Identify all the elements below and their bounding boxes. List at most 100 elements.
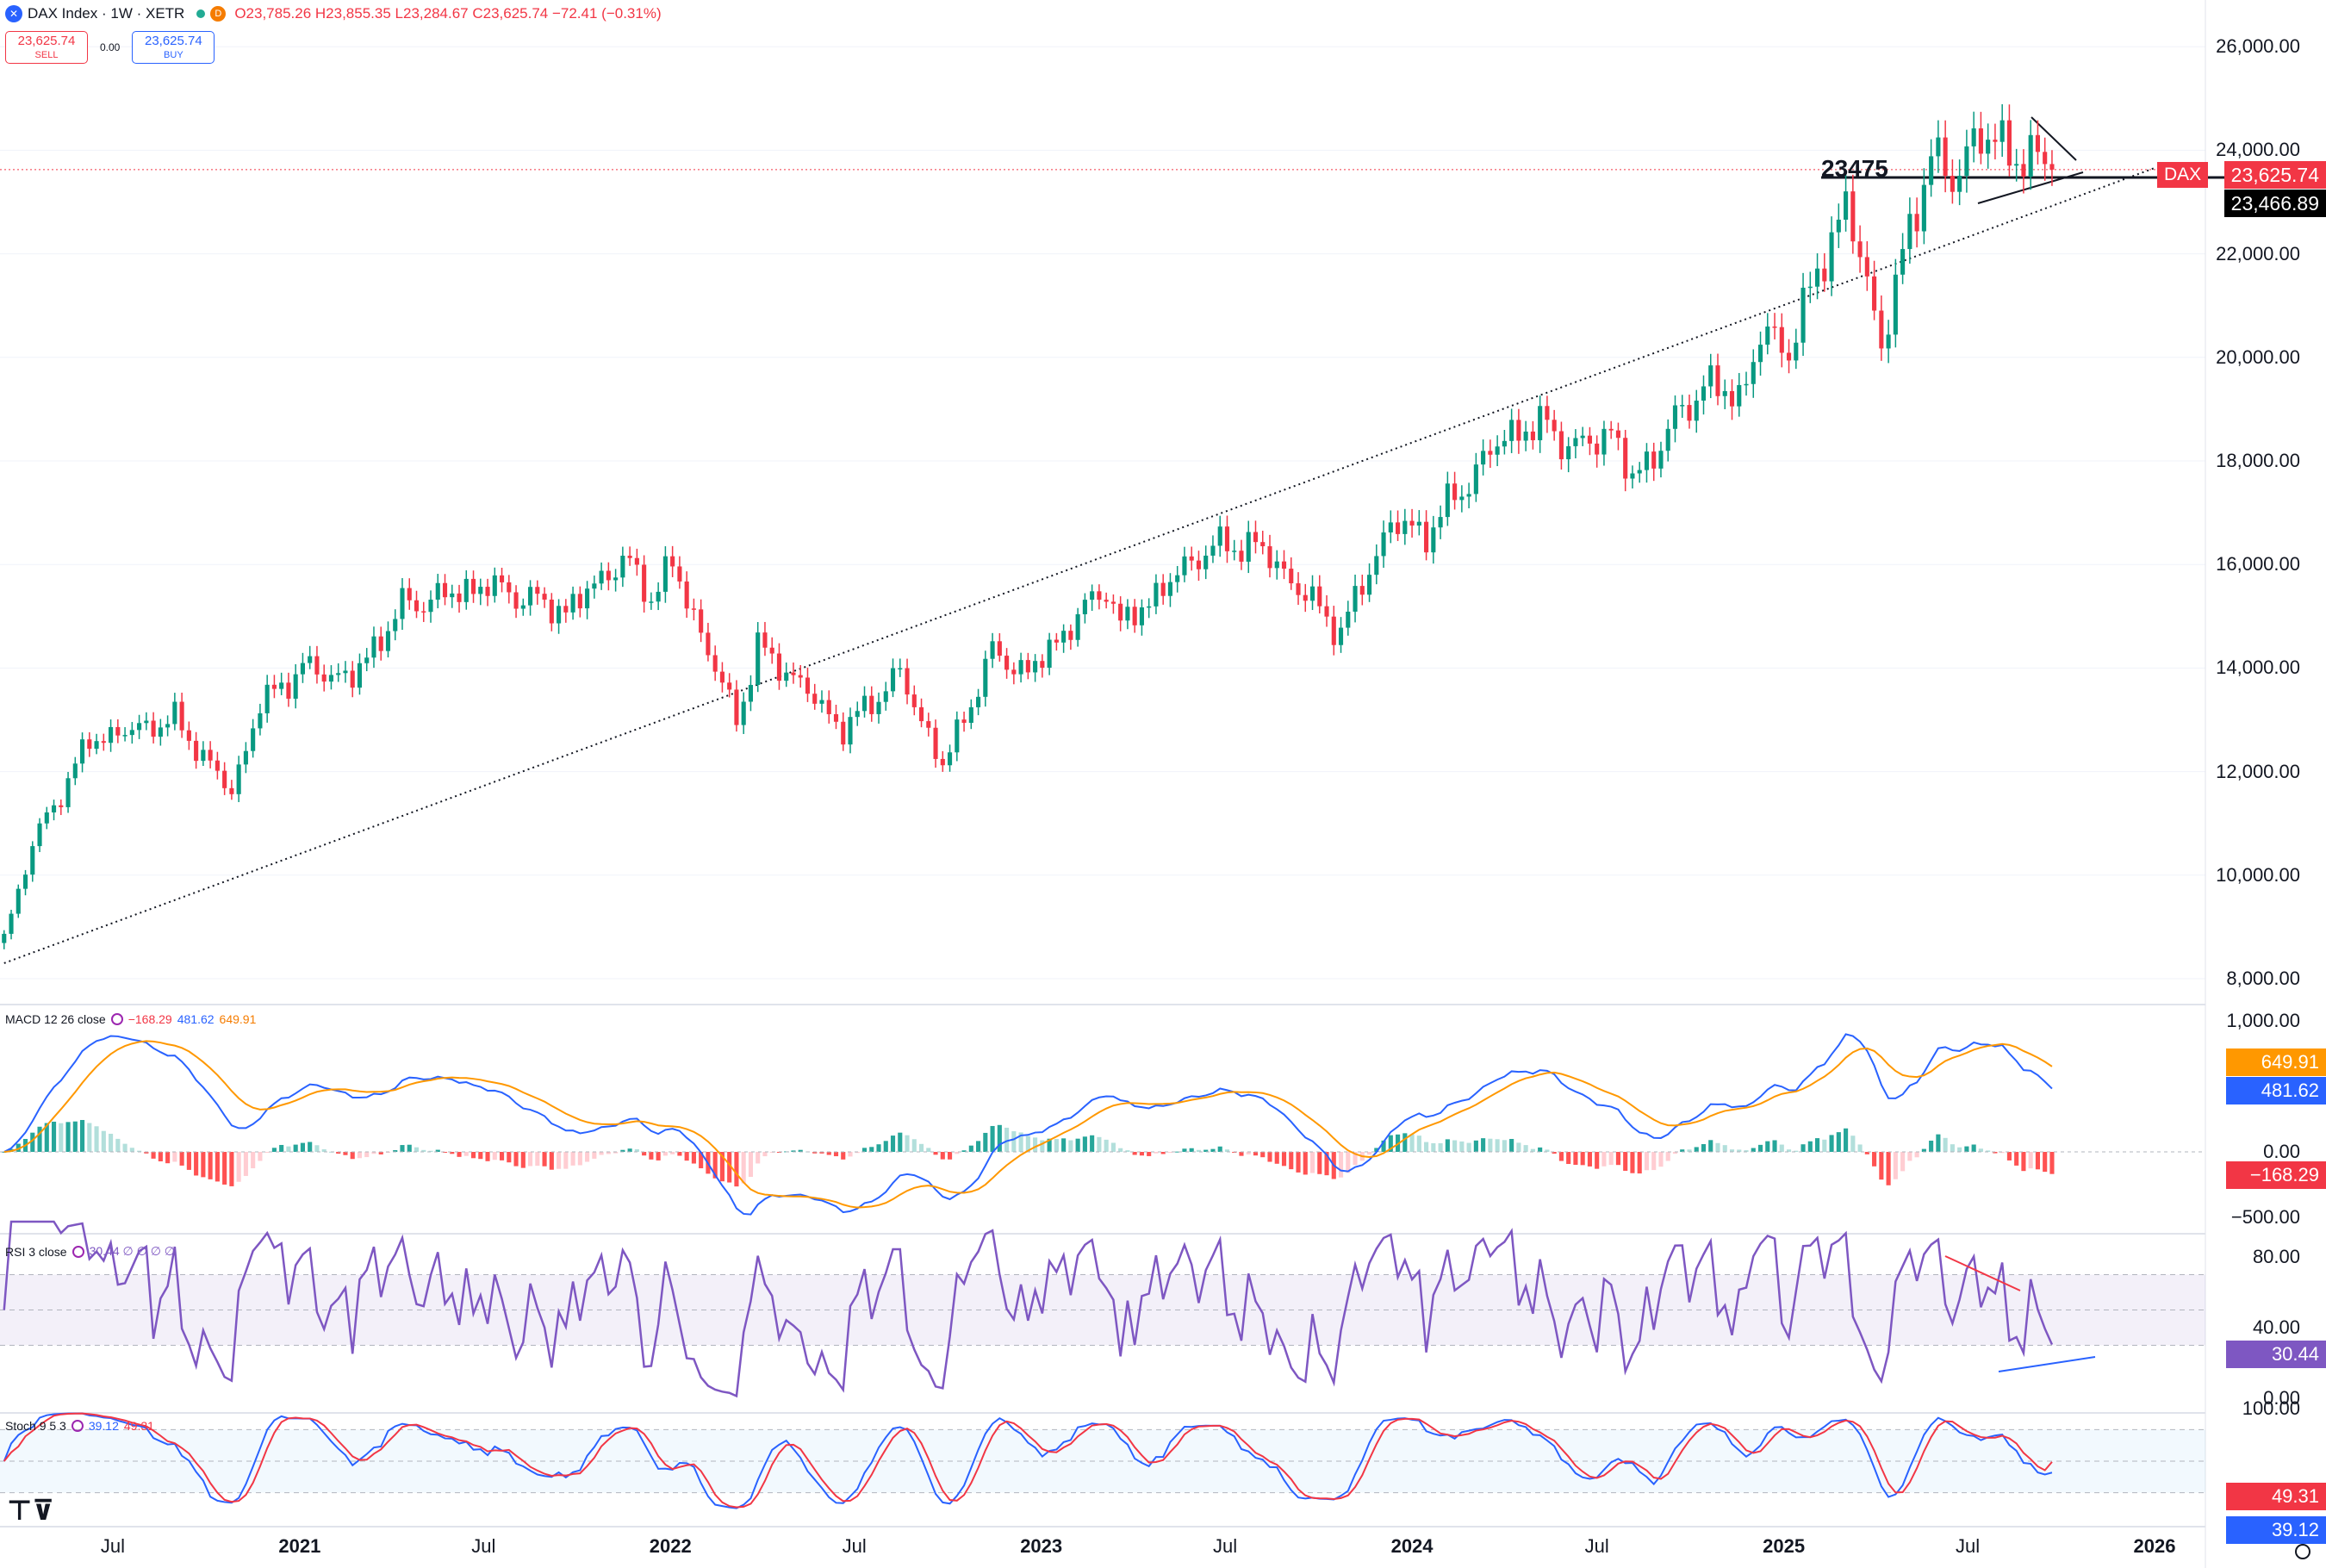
macd-histogram-bar (861, 1148, 868, 1152)
macd-histogram-bar (308, 1142, 313, 1152)
settings-icon[interactable] (2295, 1544, 2310, 1559)
macd-histogram-bar (1545, 1149, 1550, 1152)
candle-body (855, 711, 860, 718)
price-tick-label: 22,000.00 (2216, 242, 2300, 264)
symbol-title[interactable]: DAX Index · 1W · XETR (28, 5, 185, 22)
candle-body (1864, 257, 1869, 277)
macd-histogram-bar (1879, 1152, 1884, 1180)
macd-histogram-bar (883, 1141, 888, 1152)
candle-body (1239, 551, 1244, 562)
candle-body (1822, 268, 1827, 282)
candle-body (414, 600, 420, 612)
macd-histogram-bar (1779, 1144, 1784, 1152)
macd-histogram-bar (1281, 1152, 1287, 1167)
macd-histogram-bar (1374, 1148, 1379, 1152)
rsi-legend[interactable]: RSI 3 close 30.44 ∅ ∅ ∅ ∅ (5, 1244, 175, 1259)
macd-histogram-bar (435, 1149, 440, 1152)
candle-body (1459, 496, 1465, 501)
candle-body (1538, 406, 1543, 440)
macd-histogram-bar (1054, 1139, 1059, 1152)
macd-histogram-bar (1615, 1152, 1621, 1166)
stoch-d-tag: 49.31 (2226, 1483, 2326, 1510)
macd-histogram-bar (1893, 1152, 1898, 1179)
sell-button[interactable]: 23,625.74 SELL (5, 31, 88, 64)
candle-body (1090, 591, 1095, 600)
candle-body (756, 632, 761, 686)
candle-body (513, 592, 519, 609)
macd-histogram-bar (855, 1152, 860, 1154)
macd-histogram-bar (1203, 1149, 1209, 1152)
macd-histogram-bar (1260, 1152, 1266, 1158)
candle-body (158, 727, 163, 737)
time-tick-label: 2025 (1763, 1535, 1806, 1557)
macd-histogram-bar (869, 1147, 874, 1152)
candle-body (805, 677, 811, 694)
stoch-legend[interactable]: Stoch 9 5 3 39.12 49.31 (5, 1419, 154, 1433)
support-annotation[interactable]: 23475 (1821, 155, 1888, 182)
macd-tick-label: 0.00 (2263, 1141, 2300, 1162)
macd-histogram-bar (1110, 1142, 1116, 1152)
candle-body (371, 636, 376, 658)
indicator-settings-icon[interactable] (72, 1245, 84, 1258)
candle-body (706, 632, 711, 656)
candle-body (911, 694, 917, 707)
macd-legend[interactable]: MACD 12 26 close −168.29 481.62 649.91 (5, 1012, 256, 1026)
candle-body (407, 588, 412, 600)
time-tick-label: Jul (471, 1535, 496, 1557)
candle-body (1175, 575, 1180, 582)
candle-body (762, 632, 768, 648)
candle-body (1431, 527, 1436, 553)
candle-body (570, 594, 575, 613)
macd-histogram-bar (314, 1145, 320, 1152)
candle-body (1289, 569, 1294, 584)
candle-body (129, 730, 134, 736)
candle-body (833, 713, 839, 722)
candle-body (1253, 532, 1259, 543)
macd-histogram-bar (1907, 1152, 1912, 1161)
macd-histogram-bar (350, 1152, 355, 1160)
candle-body (1879, 310, 1884, 349)
candle-body (1402, 520, 1408, 534)
macd-histogram-bar (229, 1152, 234, 1186)
rsi-tick-label: 40.00 (2252, 1316, 2300, 1338)
candle-body (776, 653, 782, 681)
macd-histogram-bar (691, 1152, 696, 1164)
macd-histogram-bar (30, 1132, 35, 1152)
macd-histogram-bar (1154, 1152, 1159, 1154)
macd-histogram-bar (670, 1152, 675, 1154)
candle-body (1260, 542, 1266, 547)
macd-histogram-bar (279, 1144, 284, 1152)
candle-body (179, 701, 184, 731)
macd-histogram-bar (2028, 1152, 2033, 1169)
macd-tick-label: 1,000.00 (2226, 1009, 2300, 1031)
macd-histogram-bar (1104, 1139, 1109, 1152)
indicator-settings-icon[interactable] (71, 1420, 84, 1432)
macd-histogram-bar (507, 1152, 512, 1163)
candle-body (172, 701, 177, 725)
candle-body (1658, 451, 1664, 469)
candle-body (769, 647, 774, 654)
candle-body (890, 668, 896, 692)
sell-label: SELL (34, 50, 59, 60)
macd-histogram-bar (649, 1152, 654, 1160)
candle-body (1772, 327, 1777, 328)
macd-histogram-bar (748, 1152, 754, 1178)
macd-histogram-bar (876, 1144, 881, 1152)
candle-body (194, 740, 199, 762)
indicator-settings-icon[interactable] (110, 1013, 123, 1025)
candle-body (563, 606, 569, 613)
candle-body (1167, 582, 1172, 596)
macd-histogram-bar (1822, 1139, 1827, 1152)
time-tick-label: Jul (1213, 1535, 1238, 1557)
candle-body (30, 846, 35, 875)
rsi-tick-label: 0.00 (2263, 1387, 2300, 1409)
macd-histogram-bar (592, 1152, 597, 1159)
candle-body (435, 582, 440, 600)
macd-histogram-bar (1957, 1147, 1962, 1152)
buy-button[interactable]: 23,625.74 BUY (132, 31, 215, 64)
macd-histogram-bar (627, 1148, 632, 1152)
tradingview-logo[interactable]: ⊤⊽ (7, 1495, 55, 1526)
candle-body (264, 684, 270, 713)
candle-body (848, 717, 853, 745)
